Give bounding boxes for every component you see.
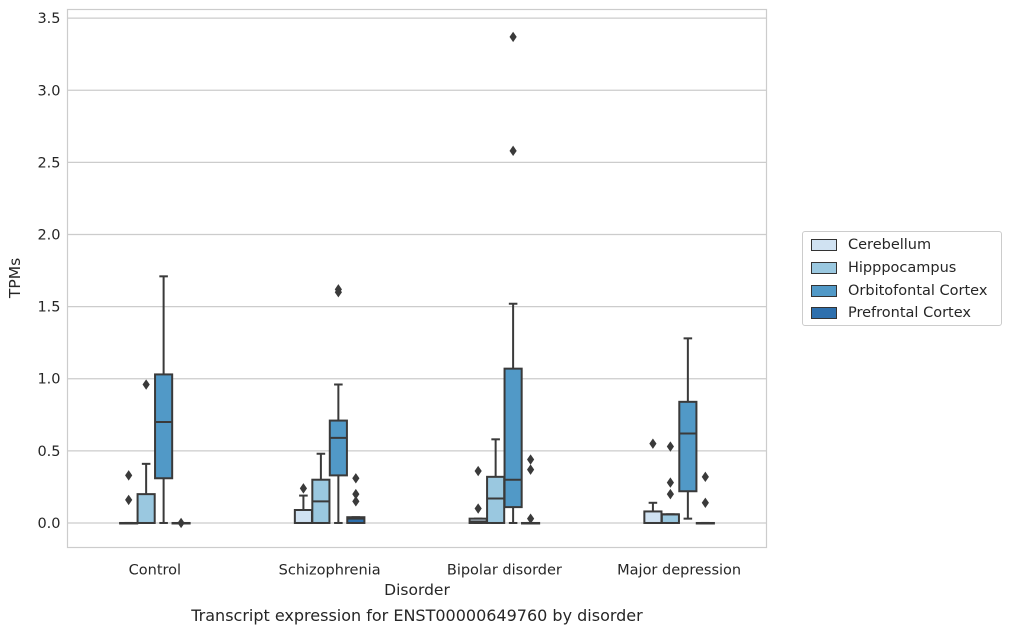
y-tick-label: 0.5 (37, 444, 60, 460)
y-tick-label: 1.0 (37, 372, 60, 388)
y-axis-label: TPMs (6, 258, 24, 299)
box-group (293, 483, 313, 524)
box (486, 475, 506, 524)
legend-item-prefrontal-cortex: Prefrontal Cortex (811, 303, 971, 323)
y-tick-label: 2.0 (37, 228, 60, 244)
figure-caption: Transcript expression for ENST0000064976… (191, 606, 643, 625)
outlier-point (509, 31, 517, 43)
y-tick-label: 3.0 (37, 83, 60, 99)
box-group (503, 31, 523, 524)
outlier-point (509, 145, 517, 157)
box-group (678, 337, 698, 520)
box (328, 419, 348, 477)
box-plot-marks (119, 31, 715, 529)
box (660, 513, 680, 524)
outlier-point (125, 470, 133, 481)
plot-frame (66, 8, 768, 549)
x-tick-label: Schizophrenia (279, 563, 381, 579)
outlier-point (474, 503, 482, 514)
box (503, 367, 523, 509)
legend-item-orbitofontal-cortex: Orbitofontal Cortex (811, 281, 987, 301)
outlier-point (352, 496, 360, 507)
legend-swatch-cerebellum (811, 239, 837, 251)
y-tick-label: 1.5 (37, 300, 60, 316)
box-group (311, 452, 331, 524)
outlier-point (334, 284, 342, 295)
box-group (119, 470, 139, 525)
legend-swatch-prefrontal-cortex (811, 307, 837, 319)
legend-label-prefrontal-cortex: Prefrontal Cortex (848, 305, 971, 321)
outlier-point (299, 483, 308, 494)
box (678, 400, 698, 493)
outlier-point (352, 488, 360, 500)
outlier-point (666, 477, 674, 488)
box (346, 516, 366, 524)
box-group (154, 275, 174, 524)
x-tick-labels: Control Schizophrenia Bipolar disorder Majo… (129, 563, 741, 579)
box-group (468, 465, 488, 524)
outlier-point (526, 513, 535, 524)
outlier-point (125, 494, 133, 506)
box-group (328, 284, 348, 524)
legend: Cerebellum Hipppocampus Orbitofontal Cor… (802, 231, 1002, 326)
box-group (171, 517, 191, 529)
box (293, 508, 313, 524)
legend-item-hipppocampus: Hipppocampus (811, 258, 956, 278)
legend-swatch-hipppocampus (811, 262, 837, 274)
y-tick-label: 2.5 (37, 155, 60, 171)
outlier-point (177, 517, 185, 529)
box-group (486, 438, 506, 524)
legend-swatch-orbitofontal-cortex (811, 285, 837, 297)
outlier-point (701, 497, 709, 508)
outlier-point (701, 471, 709, 483)
outlier-point (474, 465, 482, 477)
box-group (660, 441, 680, 524)
x-axis-label: Disorder (384, 581, 450, 599)
outlier-point (526, 454, 535, 465)
legend-item-cerebellum: Cerebellum (811, 235, 931, 255)
box (136, 493, 156, 524)
y-tick-labels: 0.0 0.5 1.0 1.5 2.0 2.5 3.0 3.5 (37, 11, 60, 532)
outlier-point (649, 438, 657, 449)
box-group (136, 379, 156, 524)
x-tick-label: Major depression (617, 563, 741, 579)
box-group (695, 471, 715, 525)
y-tick-label: 0.0 (37, 516, 60, 532)
box-group (521, 454, 541, 525)
x-tick-label: Control (129, 563, 181, 579)
box-group (346, 473, 366, 524)
outlier-point (142, 379, 150, 390)
legend-label-cerebellum: Cerebellum (848, 237, 932, 253)
outlier-point (666, 488, 674, 500)
x-tick-label: Bipolar disorder (447, 563, 562, 579)
box (154, 373, 174, 480)
outlier-point (352, 473, 360, 484)
legend-label-orbitofontal-cortex: Orbitofontal Cortex (848, 283, 988, 299)
outlier-point (666, 441, 674, 452)
legend-label-hipppocampus: Hipppocampus (848, 260, 957, 276)
box (643, 510, 663, 524)
y-tick-label: 3.5 (37, 11, 60, 27)
grid-lines (67, 17, 767, 524)
outlier-point (526, 464, 535, 475)
